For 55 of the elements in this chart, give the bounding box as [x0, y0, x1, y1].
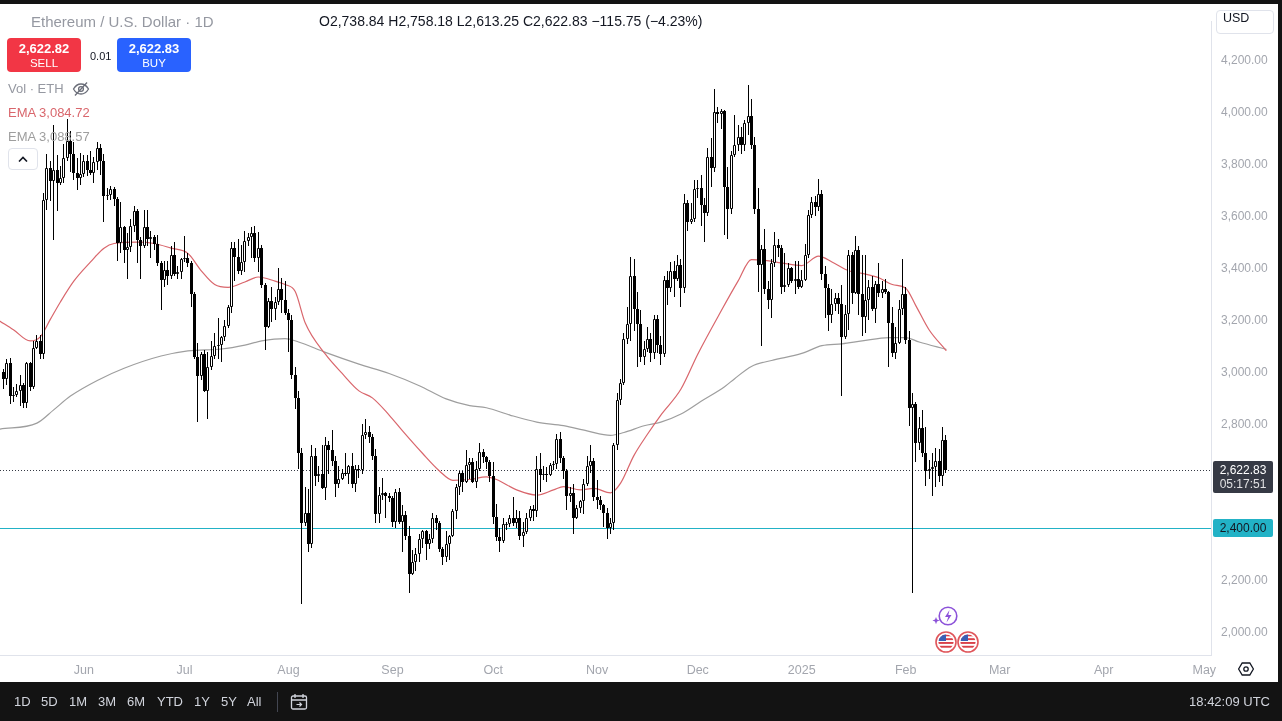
y-tick-label: 3,600.00	[1221, 208, 1269, 223]
y-tick-label: 2,800.00	[1221, 416, 1269, 431]
annotation: O2,738.84 H2,758.18 L2,613.25 C2,622.83 −115.75 (−4.23%)	[319, 13, 703, 29]
y-tick-label: 2,000.00	[1221, 624, 1269, 639]
sell-button: 2,622.82 SELL	[7, 38, 81, 72]
x-tick-label: Sep	[381, 662, 404, 677]
text: 1M	[69, 694, 88, 709]
x-tick-label: Feb	[894, 662, 917, 677]
candlestick	[12, 387, 15, 402]
chart-title: Ethereum / U.S. Dollar · 1D	[31, 13, 214, 30]
x-tick-label: Jul	[176, 662, 193, 677]
text: 1D	[14, 694, 31, 709]
line-series	[0, 336, 947, 436]
x-tick-label: 2025	[787, 662, 816, 677]
y-tick-label: 3,800.00	[1221, 156, 1269, 171]
annotation: BUY	[141, 56, 167, 70]
x-tick-label: Dec	[686, 662, 709, 677]
annotation: SELL	[28, 56, 60, 70]
x-tick-label: Aug	[277, 662, 300, 677]
y-tick-label: 3,200.00	[1221, 312, 1269, 327]
y-tick-label: 4,200.00	[1221, 52, 1269, 67]
x-tick-label: Mar	[988, 662, 1011, 677]
x-tick-label: Apr	[1093, 662, 1114, 677]
dropdown-button: USD	[1216, 10, 1274, 34]
text: YTD	[157, 694, 183, 709]
x-tick-label: Jun	[73, 662, 94, 677]
x-tick-label: Nov	[586, 662, 609, 677]
price-tag: 2,622.83 05:17:51	[1213, 461, 1273, 493]
text: 18:42:09 UTC	[1189, 694, 1270, 709]
text: 3M	[98, 694, 117, 709]
text: 6M	[127, 694, 146, 709]
candlestick	[217, 318, 220, 359]
candlestick	[542, 466, 545, 480]
annotation: 0.01	[90, 50, 112, 62]
price-tag: 2,400.00	[1213, 519, 1273, 537]
buy-button: 2,622.83 BUY	[117, 38, 191, 72]
annotation: Vol · ETH	[8, 81, 64, 96]
annotation: 2,622.83	[127, 41, 181, 56]
text: All	[247, 694, 262, 709]
y-tick-label: 3,400.00	[1221, 260, 1269, 275]
x-tick-label: May	[1192, 662, 1217, 677]
text: 5D	[41, 694, 58, 709]
candlestick	[545, 467, 548, 482]
text: EMA 3,084.72	[8, 105, 90, 122]
candlestick	[149, 231, 152, 258]
annotation: 2,622.82	[17, 41, 71, 56]
x-tick-label: Oct	[483, 662, 504, 677]
candlestick	[344, 453, 347, 476]
text: 5Y	[221, 694, 237, 709]
ref-line-label: 2,622.83	[1218, 463, 1268, 477]
y-tick-label: 3,000.00	[1221, 364, 1269, 379]
candlestick	[783, 253, 786, 292]
y-tick-label: 4,000.00	[1221, 104, 1269, 119]
y-tick-label: 2,200.00	[1221, 572, 1269, 587]
text: 1Y	[194, 694, 210, 709]
